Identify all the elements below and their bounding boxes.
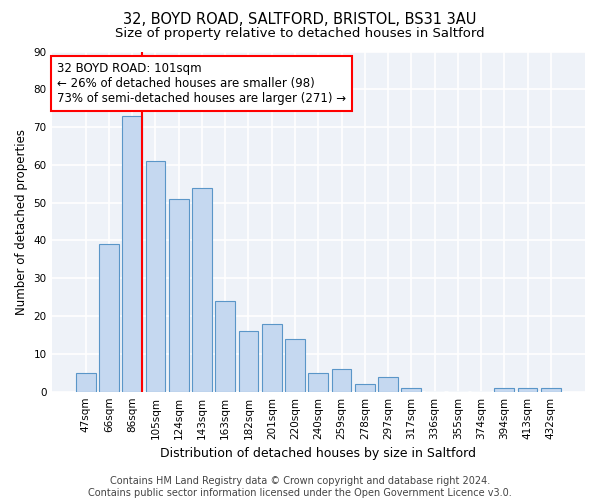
Bar [169, 199, 188, 392]
Bar [192, 188, 212, 392]
Text: Size of property relative to detached houses in Saltford: Size of property relative to detached ho… [115, 28, 485, 40]
Bar [518, 388, 538, 392]
Bar [378, 376, 398, 392]
Bar [308, 373, 328, 392]
Bar [332, 369, 352, 392]
Bar [76, 373, 95, 392]
Y-axis label: Number of detached properties: Number of detached properties [15, 128, 28, 314]
Bar [262, 324, 281, 392]
Bar [146, 161, 166, 392]
Bar [355, 384, 374, 392]
Text: Contains HM Land Registry data © Crown copyright and database right 2024.
Contai: Contains HM Land Registry data © Crown c… [88, 476, 512, 498]
Bar [541, 388, 561, 392]
X-axis label: Distribution of detached houses by size in Saltford: Distribution of detached houses by size … [160, 447, 476, 460]
Bar [122, 116, 142, 392]
Bar [99, 244, 119, 392]
Bar [401, 388, 421, 392]
Text: 32, BOYD ROAD, SALTFORD, BRISTOL, BS31 3AU: 32, BOYD ROAD, SALTFORD, BRISTOL, BS31 3… [124, 12, 476, 28]
Text: 32 BOYD ROAD: 101sqm
← 26% of detached houses are smaller (98)
73% of semi-detac: 32 BOYD ROAD: 101sqm ← 26% of detached h… [57, 62, 346, 104]
Bar [239, 331, 259, 392]
Bar [494, 388, 514, 392]
Bar [215, 301, 235, 392]
Bar [285, 339, 305, 392]
